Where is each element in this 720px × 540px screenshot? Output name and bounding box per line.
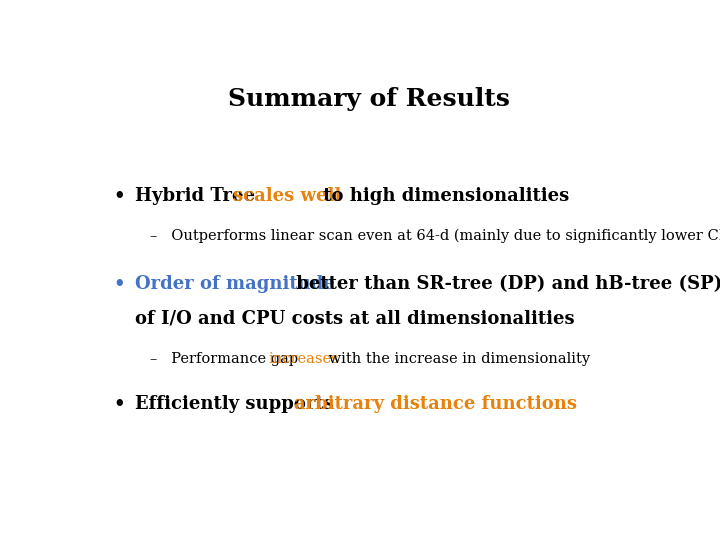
Text: Hybrid Tree: Hybrid Tree: [135, 187, 261, 205]
Text: –   Outperforms linear scan even at 64-d (mainly due to significantly lower CPU : – Outperforms linear scan even at 64-d (…: [150, 228, 720, 243]
Text: •: •: [114, 275, 125, 293]
Text: scales well: scales well: [233, 187, 341, 205]
Text: Efficiently supports: Efficiently supports: [135, 395, 340, 413]
Text: better than SR-tree (DP) and hB-tree (SP) both in terms: better than SR-tree (DP) and hB-tree (SP…: [290, 275, 720, 293]
Text: arbitrary distance functions: arbitrary distance functions: [294, 395, 577, 413]
Text: increases: increases: [269, 352, 340, 366]
Text: –   Performance gap: – Performance gap: [150, 352, 303, 366]
Text: Order of magnitude: Order of magnitude: [135, 275, 335, 293]
Text: •: •: [114, 395, 125, 413]
Text: to high dimensionalities: to high dimensionalities: [317, 187, 569, 205]
Text: •: •: [114, 187, 125, 205]
Text: with the increase in dimensionality: with the increase in dimensionality: [324, 352, 590, 366]
Text: Summary of Results: Summary of Results: [228, 87, 510, 111]
Text: of I/O and CPU costs at all dimensionalities: of I/O and CPU costs at all dimensionali…: [135, 310, 575, 328]
